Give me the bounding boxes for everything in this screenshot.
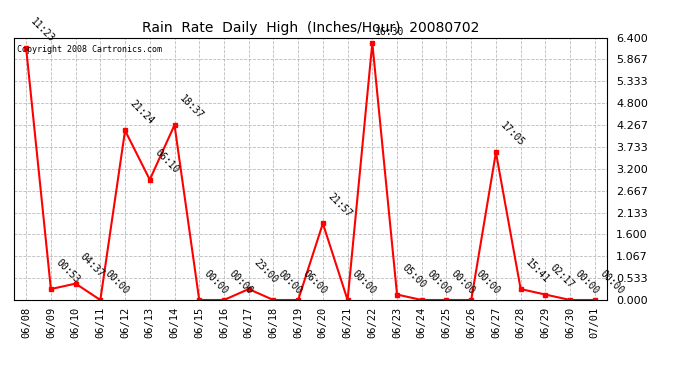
Text: 11:23: 11:23 xyxy=(29,16,57,44)
Text: 00:00: 00:00 xyxy=(449,268,477,296)
Text: 02:17: 02:17 xyxy=(548,262,576,290)
Text: 21:24: 21:24 xyxy=(128,99,156,126)
Text: 15:41: 15:41 xyxy=(524,257,551,285)
Text: 04:37: 04:37 xyxy=(79,252,106,279)
Text: 00:53: 00:53 xyxy=(54,257,81,285)
Text: Copyright 2008 Cartronics.com: Copyright 2008 Cartronics.com xyxy=(17,45,161,54)
Text: 21:57: 21:57 xyxy=(326,191,353,219)
Text: 00:00: 00:00 xyxy=(424,268,453,296)
Text: 00:00: 00:00 xyxy=(474,268,502,296)
Text: 00:00: 00:00 xyxy=(202,268,230,296)
Text: 06:00: 06:00 xyxy=(301,268,328,296)
Text: 23:00: 23:00 xyxy=(251,257,279,285)
Text: 00:00: 00:00 xyxy=(103,268,131,296)
Text: 17:05: 17:05 xyxy=(499,120,526,148)
Title: Rain  Rate  Daily  High  (Inches/Hour)  20080702: Rain Rate Daily High (Inches/Hour) 20080… xyxy=(142,21,479,35)
Text: 00:00: 00:00 xyxy=(351,268,378,296)
Text: 00:00: 00:00 xyxy=(573,268,601,296)
Text: 18:37: 18:37 xyxy=(177,93,205,121)
Text: 06:10: 06:10 xyxy=(152,148,180,176)
Text: 05:00: 05:00 xyxy=(400,262,428,290)
Text: 00:00: 00:00 xyxy=(276,268,304,296)
Text: 16:30: 16:30 xyxy=(375,27,404,38)
Text: 00:00: 00:00 xyxy=(598,268,625,296)
Text: 00:00: 00:00 xyxy=(227,268,255,296)
